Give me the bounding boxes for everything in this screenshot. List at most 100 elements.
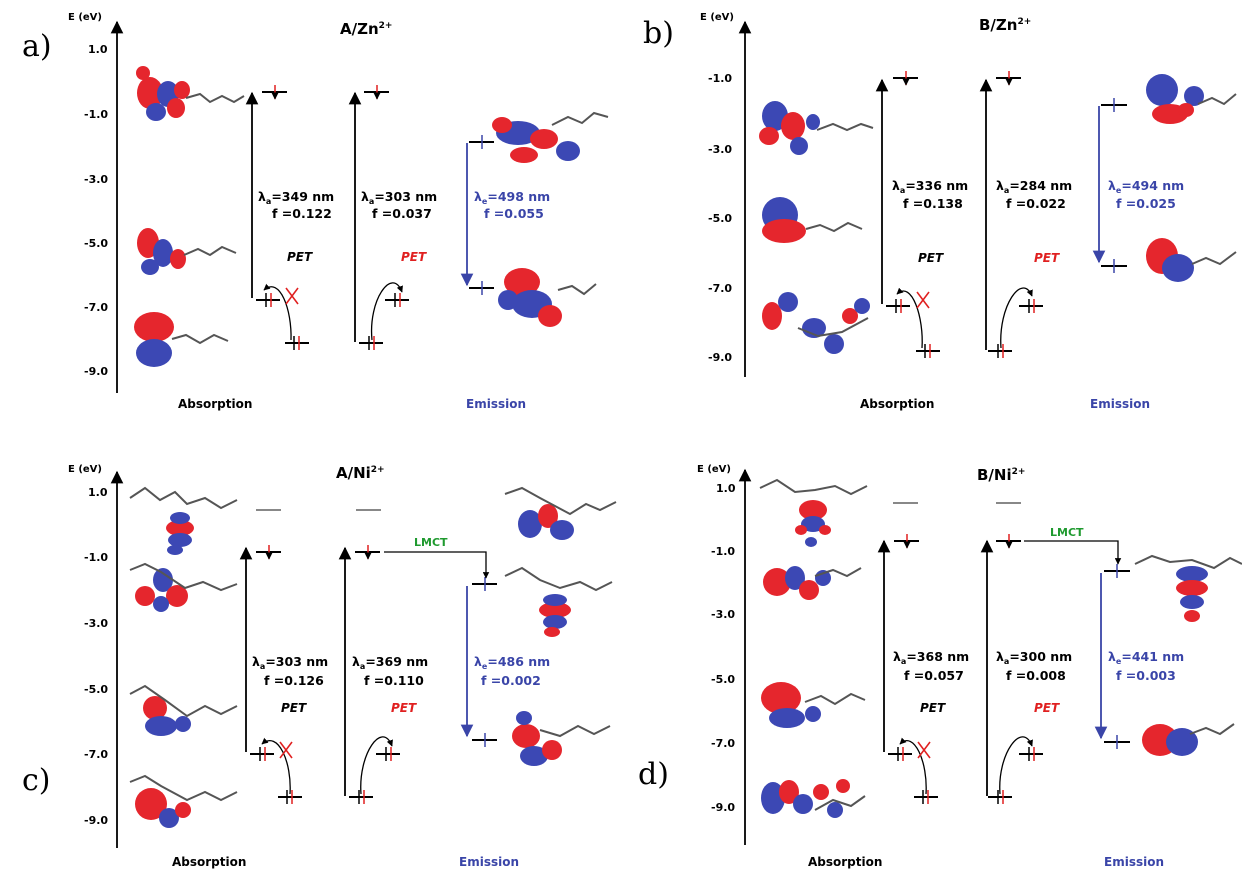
lmct-arrow bbox=[1024, 540, 1122, 565]
orbital-image-emission-homo bbox=[512, 711, 611, 766]
tick-label: -5.0 bbox=[711, 673, 735, 686]
orbital-image-emission-homo bbox=[1142, 723, 1235, 756]
oscillator-strength-label: f =0.126 bbox=[264, 673, 324, 688]
molecular-orbital-images bbox=[129, 486, 617, 828]
lmct-label: LMCT bbox=[1050, 526, 1084, 539]
energy-tick-labels: 1.0 -1.0 -3.0 -5.0 -7.0 -9.0 bbox=[84, 43, 108, 378]
orbital-image-homo-1 bbox=[762, 292, 870, 354]
transition-label: λa=284 nm bbox=[996, 178, 1072, 195]
oscillator-strength-label: f =0.025 bbox=[1116, 196, 1176, 211]
oscillator-strength-label: f =0.138 bbox=[903, 196, 963, 211]
absorption-label: Absorption bbox=[172, 855, 246, 869]
orbital-image-homo-1 bbox=[134, 312, 229, 367]
tick-label: 1.0 bbox=[88, 486, 108, 499]
tick-label: -1.0 bbox=[84, 108, 108, 121]
absorption-label: Absorption bbox=[860, 397, 934, 411]
tick-label: -7.0 bbox=[84, 748, 108, 761]
orbital-image-lumo bbox=[763, 566, 862, 600]
oscillator-strength-label: f =0.008 bbox=[1006, 668, 1066, 683]
pet-label: PET bbox=[920, 701, 946, 715]
energy-levels bbox=[256, 85, 494, 350]
panel-d: d) E (eV) 1.0 -1.0 -3.0 -5.0 -7.0 -9.0 B… bbox=[638, 464, 1242, 869]
orbital-image-emission-homo bbox=[498, 268, 597, 327]
molecular-orbital-images bbox=[759, 74, 1237, 354]
orbital-image-homo bbox=[761, 682, 866, 728]
panel-letter: d) bbox=[638, 757, 669, 792]
tick-label: -9.0 bbox=[84, 814, 108, 827]
tick-label: -7.0 bbox=[711, 737, 735, 750]
oscillator-strength-label: f =0.022 bbox=[1006, 196, 1066, 211]
energy-axis-label: E (eV) bbox=[697, 464, 731, 475]
tick-label: 1.0 bbox=[88, 43, 108, 56]
orbital-image-lumo bbox=[759, 101, 874, 155]
energy-levels bbox=[886, 71, 1127, 358]
orbital-image-homo bbox=[762, 197, 863, 243]
transition-labels: λa=336 nm f =0.138 λa=284 nm f =0.022 λe… bbox=[892, 178, 1184, 265]
panel-title: B/Zn2+ bbox=[979, 16, 1031, 34]
oscillator-strength-label: f =0.037 bbox=[372, 206, 432, 221]
transition-label: λa=336 nm bbox=[892, 178, 968, 195]
pet-label: PET bbox=[918, 251, 944, 265]
tick-label: -7.0 bbox=[708, 282, 732, 295]
energy-axis-label: E (eV) bbox=[68, 12, 102, 23]
panel-letter: a) bbox=[22, 29, 52, 64]
tick-label: -9.0 bbox=[84, 365, 108, 378]
energy-axis-label: E (eV) bbox=[68, 464, 102, 475]
lmct-arrow bbox=[384, 551, 490, 579]
transition-label: λe=441 nm bbox=[1108, 649, 1184, 666]
tick-label: -5.0 bbox=[84, 683, 108, 696]
emission-label: Emission bbox=[466, 397, 526, 411]
absorption-label: Absorption bbox=[178, 397, 252, 411]
tick-label: -3.0 bbox=[84, 617, 108, 630]
energy-tick-labels: 1.0 -1.0 -3.0 -5.0 -7.0 -9.0 bbox=[84, 486, 108, 827]
pet-label: PET bbox=[281, 701, 307, 715]
pet-label: PET bbox=[1034, 251, 1060, 265]
emission-label: Emission bbox=[1104, 855, 1164, 869]
transition-arrows bbox=[239, 546, 490, 796]
orbital-image-lumo-1 bbox=[129, 486, 238, 555]
orbital-image-emission-homo bbox=[1146, 238, 1237, 282]
transition-arrows bbox=[877, 539, 1122, 796]
orbital-image-homo bbox=[137, 228, 237, 275]
transition-label: λa=369 nm bbox=[352, 654, 428, 671]
pet-arrow bbox=[1000, 287, 1033, 349]
pet-arrow bbox=[896, 287, 923, 349]
orbital-image-emission-lumo bbox=[504, 566, 613, 637]
orbital-image-emission-lumo-1 bbox=[504, 486, 617, 540]
lmct-label: LMCT bbox=[414, 536, 448, 549]
blocked-transition-cross-icon bbox=[917, 741, 931, 759]
pet-arrow bbox=[261, 737, 291, 795]
emission-label: Emission bbox=[459, 855, 519, 869]
orbital-image-lumo bbox=[136, 66, 245, 121]
transition-labels: λa=349 nm f =0.122 λa=303 nm f =0.037 λe… bbox=[258, 189, 550, 264]
panel-letter: c) bbox=[22, 763, 51, 798]
panel-title: A/Ni2+ bbox=[336, 464, 385, 482]
transition-label: λe=486 nm bbox=[474, 654, 550, 671]
absorption-label: Absorption bbox=[808, 855, 882, 869]
tick-label: -3.0 bbox=[84, 173, 108, 186]
pet-arrow bbox=[360, 736, 393, 795]
transition-labels: LMCT λa=303 nm f =0.126 λa=369 nm f =0.1… bbox=[252, 536, 550, 715]
molecular-orbital-images bbox=[759, 478, 1242, 818]
oscillator-strength-label: f =0.002 bbox=[481, 673, 541, 688]
pet-arrow bbox=[263, 283, 292, 341]
panel-a: a) E (eV) 1.0 -1.0 -3.0 -5.0 -7.0 -9.0 A… bbox=[22, 12, 609, 411]
pet-label: PET bbox=[287, 250, 313, 264]
orbital-image-emission-lumo bbox=[492, 111, 609, 163]
energy-tick-labels: 1.0 -1.0 -3.0 -5.0 -7.0 -9.0 bbox=[711, 482, 736, 814]
transition-label: λa=349 nm bbox=[258, 189, 334, 206]
pet-label: PET bbox=[1034, 701, 1060, 715]
orbital-image-emission-lumo bbox=[1146, 74, 1237, 124]
pet-arrow bbox=[899, 737, 927, 795]
tick-label: -5.0 bbox=[84, 237, 108, 250]
transition-label: λa=300 nm bbox=[996, 649, 1072, 666]
transition-labels: LMCT λa=368 nm f =0.057 λa=300 nm f =0.0… bbox=[893, 526, 1184, 715]
blocked-transition-cross-icon bbox=[916, 291, 930, 309]
transition-label: λa=303 nm bbox=[361, 189, 437, 206]
tick-label: 1.0 bbox=[716, 482, 736, 495]
energy-axis-label: E (eV) bbox=[700, 12, 734, 23]
pet-label: PET bbox=[391, 701, 417, 715]
orbital-image-homo-1 bbox=[129, 774, 238, 828]
orbital-image-homo-1 bbox=[761, 779, 866, 818]
panel-letter: b) bbox=[643, 16, 674, 51]
